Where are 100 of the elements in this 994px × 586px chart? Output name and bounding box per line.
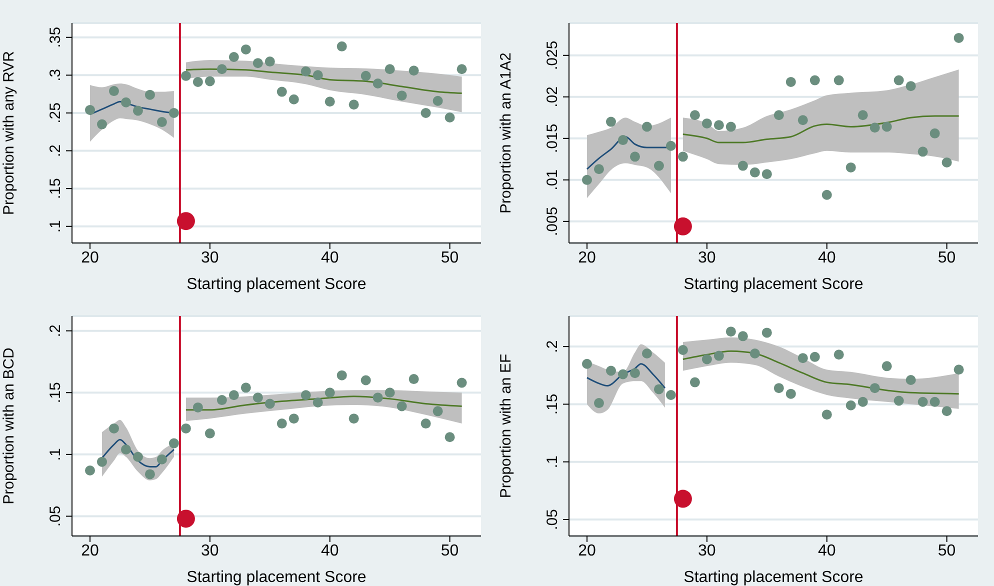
point xyxy=(630,152,640,162)
x-tick-label: 20 xyxy=(578,249,596,266)
point xyxy=(420,108,431,118)
point xyxy=(810,352,820,362)
point xyxy=(918,146,928,157)
point xyxy=(156,117,167,128)
y-tick-label: .35 xyxy=(47,26,64,48)
point xyxy=(176,212,195,230)
point xyxy=(882,361,892,372)
point xyxy=(84,104,95,115)
point xyxy=(252,58,263,68)
point xyxy=(846,162,856,172)
point xyxy=(444,112,455,122)
point xyxy=(582,174,592,185)
x-axis-title: Starting placement Score xyxy=(684,569,864,586)
point xyxy=(674,490,692,508)
point xyxy=(336,41,347,52)
point xyxy=(228,390,239,400)
point xyxy=(144,469,155,480)
point xyxy=(810,75,820,86)
point xyxy=(288,414,299,424)
point xyxy=(702,118,712,128)
y-tick-label: .15 xyxy=(544,394,561,415)
point xyxy=(594,398,604,408)
x-tick-label: 30 xyxy=(698,249,716,266)
y-tick-label: .1 xyxy=(47,448,64,461)
point xyxy=(906,81,916,92)
point xyxy=(396,401,407,412)
x-tick-label: 50 xyxy=(440,249,459,266)
point xyxy=(738,160,748,171)
point xyxy=(408,374,419,384)
y-axis-title: Proportion with an EF xyxy=(497,354,514,498)
point xyxy=(384,64,395,74)
point xyxy=(456,64,467,74)
point xyxy=(432,96,443,106)
point xyxy=(264,56,275,67)
point xyxy=(312,398,323,408)
point xyxy=(176,510,195,528)
point xyxy=(918,396,928,407)
point xyxy=(870,122,880,133)
point xyxy=(678,152,688,162)
point xyxy=(654,160,664,171)
point xyxy=(774,383,784,394)
x-tick-label: 20 xyxy=(81,249,99,266)
point xyxy=(276,418,287,429)
point xyxy=(444,432,455,442)
point xyxy=(372,392,383,403)
point xyxy=(180,423,191,434)
point xyxy=(216,395,227,406)
point xyxy=(192,402,203,412)
point xyxy=(654,384,664,394)
x-tick-label: 30 xyxy=(201,249,219,266)
x-axis-title: Starting placement Score xyxy=(684,276,864,293)
point xyxy=(192,76,203,87)
point xyxy=(348,414,359,424)
point xyxy=(822,410,832,420)
point xyxy=(312,70,323,80)
point xyxy=(690,377,700,388)
y-tick-label: .005 xyxy=(544,206,561,236)
point xyxy=(420,418,431,429)
point xyxy=(456,378,467,388)
point xyxy=(894,396,904,406)
point xyxy=(858,110,868,120)
point xyxy=(798,353,808,364)
point xyxy=(870,383,880,394)
x-tick-label: 40 xyxy=(320,542,339,560)
x-tick-label: 20 xyxy=(578,542,596,560)
point xyxy=(108,423,119,434)
y-axis-title: Proportion with an BCD xyxy=(0,347,18,504)
point xyxy=(408,66,419,76)
point xyxy=(300,66,311,76)
point xyxy=(894,75,904,86)
point xyxy=(228,52,239,62)
y-tick-label: .1 xyxy=(47,220,64,233)
x-tick-label: 30 xyxy=(698,542,716,560)
y-tick-label: .015 xyxy=(544,124,561,153)
point xyxy=(738,331,748,342)
point xyxy=(324,388,335,398)
point xyxy=(252,392,263,403)
point xyxy=(834,75,844,86)
x-tick-label: 20 xyxy=(81,542,99,560)
y-tick-label: .02 xyxy=(544,86,561,108)
point xyxy=(360,70,371,81)
point xyxy=(942,157,952,168)
point xyxy=(594,164,604,174)
point xyxy=(396,90,407,101)
point xyxy=(84,465,95,476)
point xyxy=(834,350,844,360)
point xyxy=(690,110,700,120)
point xyxy=(762,328,772,338)
point xyxy=(642,348,652,358)
point xyxy=(120,444,131,454)
point xyxy=(288,94,299,104)
point xyxy=(798,115,808,126)
point xyxy=(858,396,868,407)
point xyxy=(144,90,155,100)
point xyxy=(642,122,652,132)
point xyxy=(674,217,692,236)
y-tick-label: .15 xyxy=(47,178,64,199)
point xyxy=(678,345,688,356)
